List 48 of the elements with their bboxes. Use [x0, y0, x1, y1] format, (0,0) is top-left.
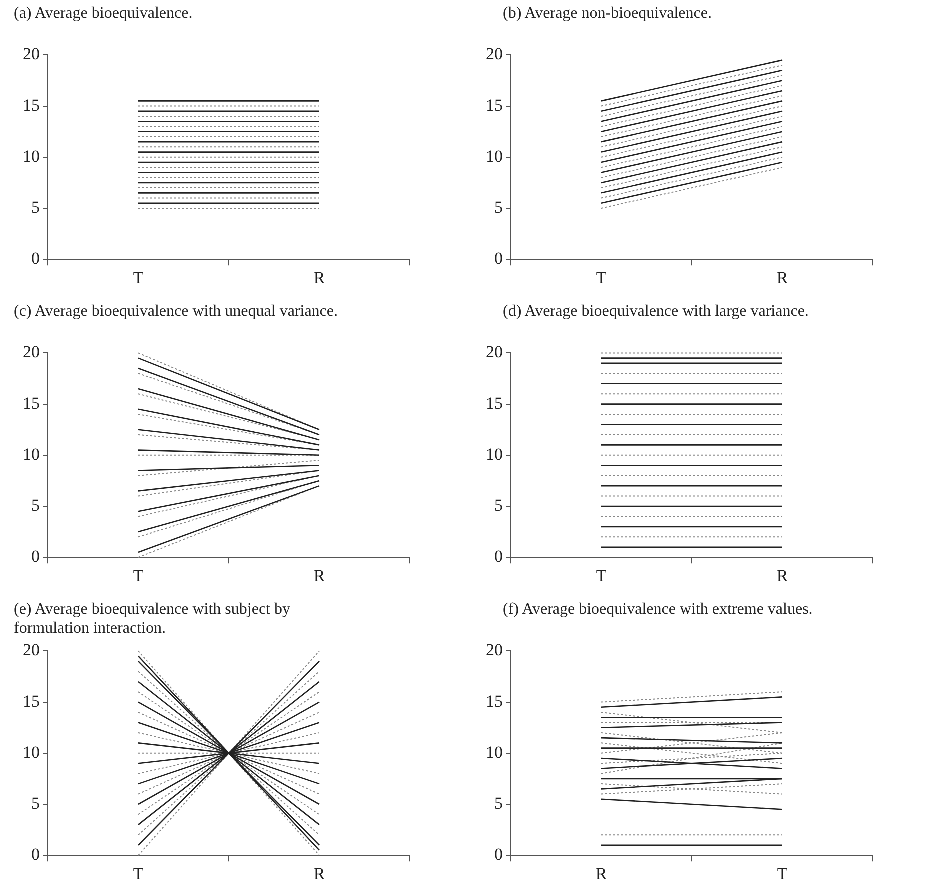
y-tick-label: 20 — [486, 44, 503, 64]
x-tick-label: T — [133, 566, 144, 586]
y-tick-label: 5 — [494, 198, 503, 217]
y-tick-label: 20 — [23, 640, 40, 660]
y-tick-label: 0 — [494, 845, 503, 864]
y-tick-label: 20 — [486, 342, 503, 362]
x-tick-label: T — [133, 864, 144, 884]
x-tick-label: R — [596, 864, 608, 884]
chart-title: (b) Average non-bioequivalence. — [503, 4, 713, 23]
y-tick-label: 15 — [23, 96, 40, 115]
y-tick-label: 10 — [23, 742, 40, 762]
y-tick-label: 15 — [486, 692, 503, 711]
y-tick-label: 0 — [32, 249, 40, 268]
x-tick-label: T — [596, 268, 608, 288]
y-tick-label: 15 — [23, 394, 40, 413]
x-tick-label: T — [133, 268, 144, 288]
x-tick-label: R — [776, 268, 789, 288]
x-tick-label: R — [776, 566, 789, 586]
chart-title: (d) Average bioequivalence with large variance. — [503, 302, 810, 321]
x-tick-label: R — [314, 566, 326, 586]
y-tick-label: 15 — [23, 692, 40, 711]
y-tick-label: 15 — [486, 394, 503, 413]
y-tick-label: 10 — [486, 146, 503, 166]
chart-title: (a) Average bioequivalence. — [14, 4, 194, 23]
y-tick-label: 20 — [23, 44, 40, 64]
x-tick-label: R — [314, 268, 326, 288]
y-tick-label: 0 — [494, 547, 503, 566]
x-tick-label: R — [314, 864, 326, 884]
y-tick-label: 5 — [494, 496, 503, 515]
y-tick-label: 5 — [32, 794, 40, 813]
y-tick-label: 0 — [32, 547, 40, 566]
y-tick-label: 10 — [23, 146, 40, 166]
chart-title: (e) Average bioequivalence with subject by formulation interaction. — [14, 600, 292, 638]
y-tick-label: 0 — [32, 845, 40, 864]
chart-title: (f) Average bioequivalence with extreme values. — [503, 600, 814, 619]
y-tick-label: 0 — [494, 249, 503, 268]
y-tick-label: 10 — [486, 444, 503, 464]
y-tick-label: 5 — [32, 496, 40, 515]
x-tick-label: T — [596, 566, 608, 586]
y-tick-label: 10 — [23, 444, 40, 464]
y-tick-label: 5 — [494, 794, 503, 813]
y-tick-label: 15 — [486, 96, 503, 115]
chart-title: (c) Average bioequivalence with unequal variance. — [14, 302, 339, 321]
y-tick-label: 5 — [32, 198, 40, 217]
y-tick-label: 20 — [486, 640, 503, 660]
y-tick-label: 20 — [23, 342, 40, 362]
y-tick-label: 10 — [486, 742, 503, 762]
x-tick-label: T — [777, 864, 788, 884]
